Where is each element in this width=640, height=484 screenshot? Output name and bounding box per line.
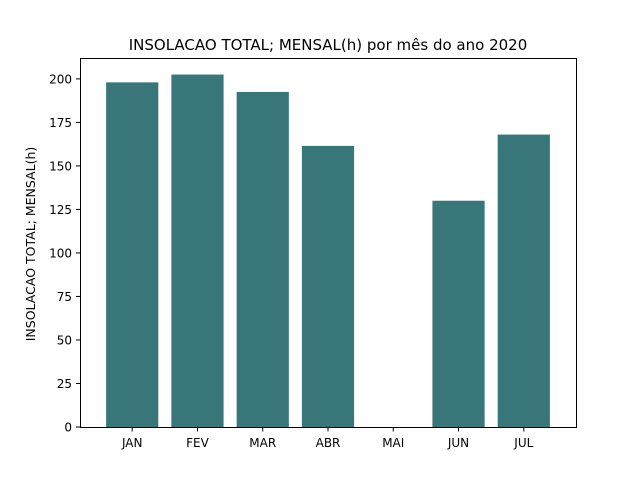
y-tick-label: 25 [57, 377, 72, 391]
bar-mar [236, 91, 289, 427]
bar-jun [432, 200, 485, 427]
x-tick-label: FEV [186, 436, 209, 450]
y-tick-label: 0 [64, 421, 72, 435]
x-tick-label: ABR [316, 436, 341, 450]
y-tick-label: 175 [49, 116, 72, 130]
x-tick-label: JUN [447, 436, 469, 450]
bar-abr [301, 145, 355, 427]
y-tick-label: 125 [49, 203, 72, 217]
y-tick-label: 75 [57, 290, 72, 304]
x-axis-ticks: JAN FEV MAR ABR MAI JUN JUL [121, 427, 534, 450]
bar-jan [106, 82, 159, 428]
bar-fev [171, 74, 224, 427]
x-tick-label: MAI [382, 436, 404, 450]
x-tick-label: MAR [249, 436, 276, 450]
x-tick-label: JAN [121, 436, 143, 450]
y-axis-label: INSOLACAO TOTAL; MENSAL(h) [23, 147, 38, 342]
y-tick-label: 150 [49, 159, 72, 173]
plot-area: 0 25 50 75 100 125 150 175 200 JAN FEV MAR ABR MAI JU… [49, 58, 577, 450]
x-tick-label: JUL [513, 436, 533, 450]
y-tick-label: 200 [49, 72, 72, 86]
bar-jul [497, 134, 550, 427]
plot-frame [80, 58, 577, 428]
chart-title: INSOLACAO TOTAL; MENSAL(h) por mês do an… [129, 36, 528, 54]
y-tick-label: 100 [49, 246, 72, 260]
y-tick-label: 50 [57, 333, 72, 347]
y-axis-ticks: 0 25 50 75 100 125 150 175 200 [49, 72, 81, 435]
bars-layer [106, 74, 550, 428]
